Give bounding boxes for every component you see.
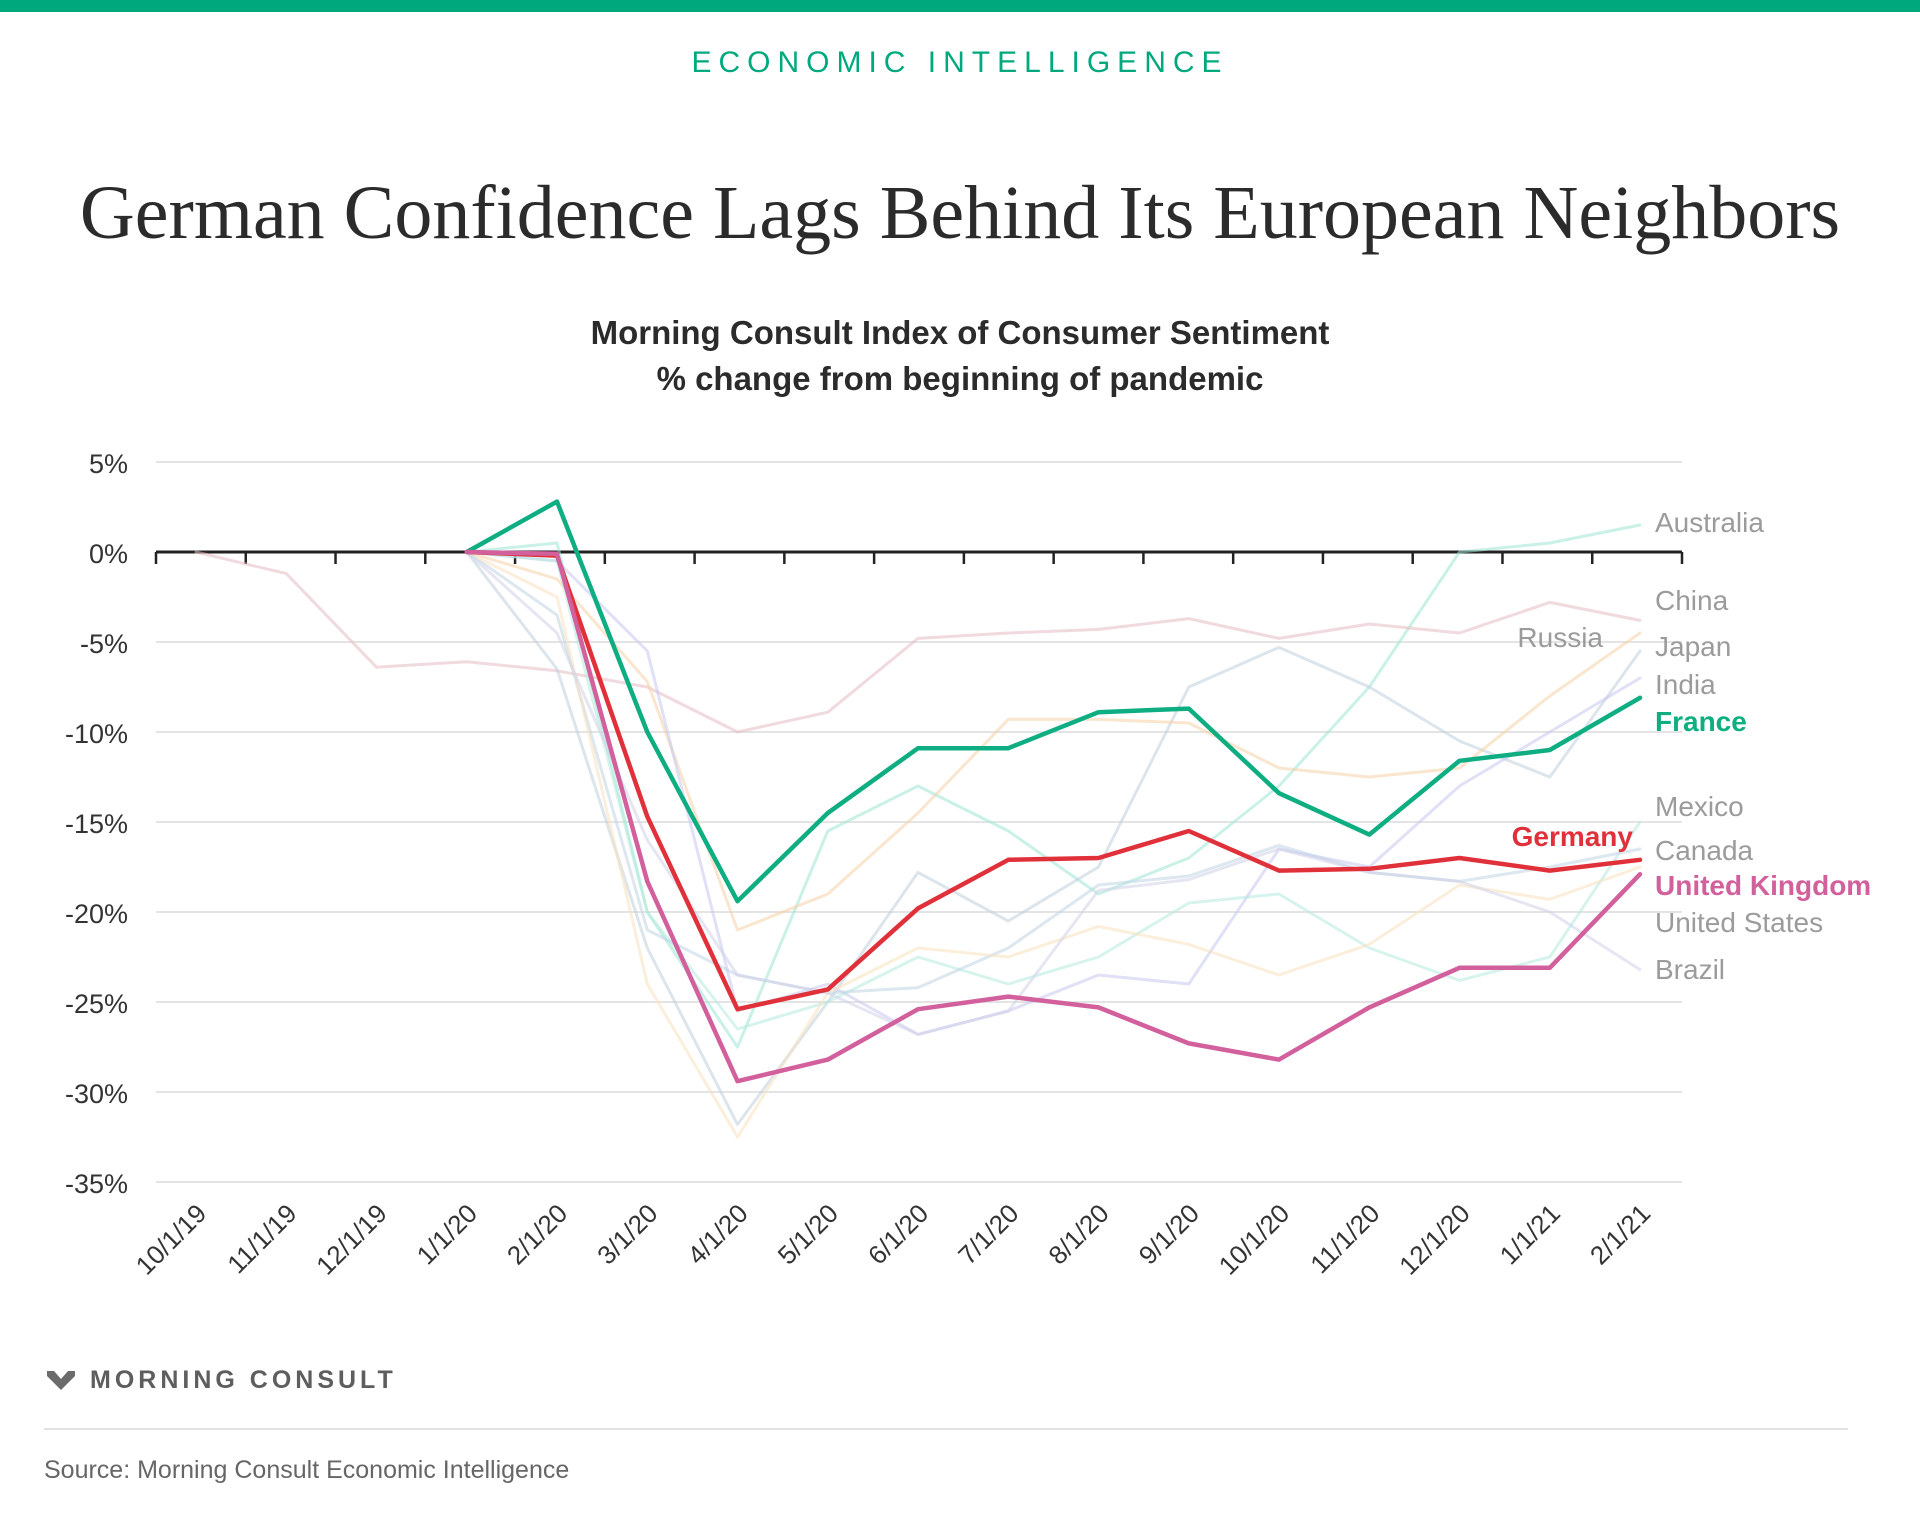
- series-line-brazil: [465, 550, 1642, 1036]
- section-kicker: ECONOMIC INTELLIGENCE: [691, 46, 1229, 79]
- series-lines: [194, 499, 1643, 1139]
- gridlines: [156, 461, 1682, 1183]
- x-tick-label: 7/1/20: [952, 1198, 1024, 1270]
- top-accent-bar: [0, 0, 1920, 12]
- y-tick-label: 5%: [89, 449, 128, 479]
- series-line-germany: [464, 549, 1643, 1012]
- series-label-united-kingdom: United Kingdom: [1655, 870, 1871, 901]
- series-line-united-states: [465, 550, 1642, 1139]
- series-line-mexico: [465, 550, 1642, 1031]
- x-tick-label: 11/1/19: [221, 1198, 302, 1279]
- series-line-united-kingdom: [464, 549, 1643, 1084]
- series-label-germany: Germany: [1512, 821, 1634, 852]
- x-axis-ticks: 10/1/19 11/1/19 12/1/19 1/1/20 2/1/20 3/1/20 4…: [130, 1198, 1657, 1281]
- x-tick-label: 5/1/20: [772, 1198, 844, 1270]
- y-tick-label: -15%: [65, 809, 128, 839]
- series-label-india: India: [1655, 669, 1716, 700]
- chart-subtitle: % change from beginning of pandemic: [656, 360, 1264, 397]
- y-tick-label: -30%: [65, 1079, 128, 1109]
- x-tick-label: 4/1/20: [681, 1198, 753, 1270]
- page-headline: German Confidence Lags Behind Its Europe…: [79, 171, 1841, 255]
- series-line-china: [194, 550, 1642, 734]
- x-tick-label: 10/1/19: [130, 1198, 213, 1281]
- series-label-mexico: Mexico: [1655, 791, 1744, 822]
- y-axis-ticks: 5% 0% -5% -10% -15% -20% -25% -30% -35%: [65, 449, 128, 1199]
- x-tick-label: 12/1/19: [310, 1198, 393, 1281]
- brand-name: MORNING CONSULT: [90, 1365, 397, 1394]
- series-label-australia: Australia: [1655, 507, 1764, 538]
- x-tick-label: 11/1/20: [1304, 1198, 1385, 1279]
- y-tick-label: -10%: [65, 719, 128, 749]
- series-label-japan: Japan: [1655, 631, 1731, 662]
- series-label-china: China: [1655, 585, 1729, 616]
- y-tick-label: -35%: [65, 1169, 128, 1199]
- y-tick-label: -25%: [65, 989, 128, 1019]
- source-note: Source: Morning Consult Economic Intelli…: [44, 1456, 570, 1484]
- footer-divider: [44, 1428, 1848, 1430]
- series-label-france: France: [1655, 706, 1747, 737]
- chart-title: Morning Consult Index of Consumer Sentim…: [590, 314, 1330, 351]
- series-label-canada: Canada: [1655, 835, 1754, 866]
- x-tick-label: 3/1/20: [591, 1198, 663, 1270]
- x-tick-label: 12/1/20: [1393, 1198, 1476, 1281]
- series-line-russia: [465, 550, 1642, 1126]
- series-labels: Australia China Russia Japan India France Mexi…: [1512, 507, 1872, 985]
- x-tick-label: 10/1/20: [1213, 1198, 1296, 1281]
- x-tick-label: 8/1/20: [1042, 1198, 1114, 1270]
- y-tick-label: 0%: [89, 539, 128, 569]
- series-label-russia: Russia: [1517, 622, 1603, 653]
- x-tick-label: 9/1/20: [1133, 1198, 1205, 1270]
- series-line-canada: [465, 550, 1642, 995]
- series-label-brazil: Brazil: [1655, 954, 1725, 985]
- series-label-united-states: United States: [1655, 907, 1823, 938]
- series-line-australia: [465, 523, 1642, 1049]
- series-line-france: [464, 499, 1643, 904]
- y-tick-label: -5%: [80, 629, 128, 659]
- x-tick-label: 1/1/21: [1494, 1198, 1566, 1270]
- zero-axis: [154, 550, 1684, 564]
- x-tick-label: 1/1/20: [411, 1198, 483, 1270]
- x-tick-label: 2/1/20: [501, 1198, 573, 1270]
- morning-consult-logo-icon: [47, 1371, 75, 1390]
- series-line-india: [465, 550, 1642, 1036]
- x-tick-label: 6/1/20: [862, 1198, 934, 1270]
- y-tick-label: -20%: [65, 899, 128, 929]
- brand-logo: MORNING CONSULT: [46, 1362, 397, 1398]
- x-tick-label: 2/1/21: [1584, 1198, 1656, 1270]
- series-line-japan: [465, 550, 1642, 932]
